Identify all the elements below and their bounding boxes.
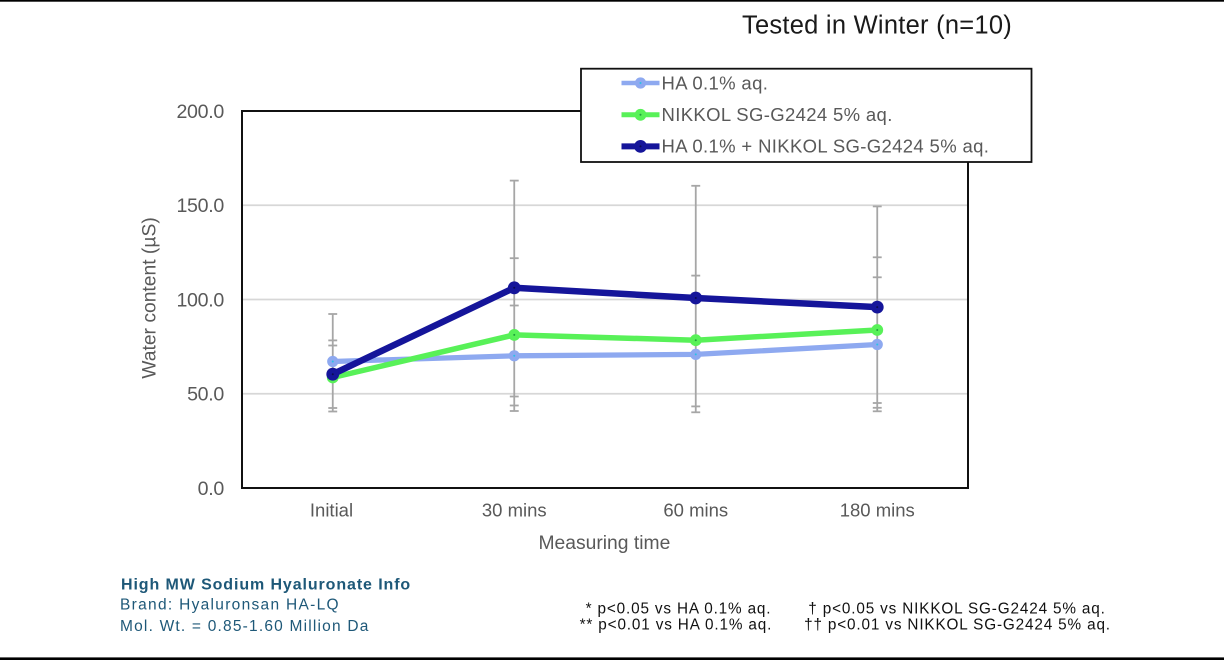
svg-text:†† p<0.01 vs NIKKOL SG-G2424 5: †† p<0.01 vs NIKKOL SG-G2424 5% aq. xyxy=(804,617,1111,634)
svg-text:HA 0.1% aq.: HA 0.1% aq. xyxy=(662,72,769,93)
svg-text:High MW Sodium Hyaluronate Inf: High MW Sodium Hyaluronate Info xyxy=(121,577,411,594)
svg-text:60 mins: 60 mins xyxy=(663,500,728,521)
svg-text:Measuring time: Measuring time xyxy=(538,533,670,554)
svg-text:** p<0.01 vs HA 0.1% aq.: ** p<0.01 vs HA 0.1% aq. xyxy=(580,617,773,634)
svg-text:30 mins: 30 mins xyxy=(482,500,547,521)
svg-text:150.0: 150.0 xyxy=(176,195,224,217)
svg-text:200.0: 200.0 xyxy=(176,101,224,123)
svg-text:Initial: Initial xyxy=(310,500,353,521)
svg-text:Mol. Wt. = 0.85-1.60 Million D: Mol. Wt. = 0.85-1.60 Million Da xyxy=(120,618,370,635)
svg-text:Brand: Hyaluronsan HA-LQ: Brand: Hyaluronsan HA-LQ xyxy=(120,597,340,614)
svg-text:† p<0.05 vs NIKKOL SG-G2424 5%: † p<0.05 vs NIKKOL SG-G2424 5% aq. xyxy=(808,600,1105,617)
svg-text:Tested in Winter (n=10): Tested in Winter (n=10) xyxy=(742,11,1012,39)
svg-text:NIKKOL SG-G2424 5% aq.: NIKKOL SG-G2424 5% aq. xyxy=(662,104,893,125)
svg-text:* p<0.05 vs HA 0.1% aq.: * p<0.05 vs HA 0.1% aq. xyxy=(586,600,772,617)
svg-text:180 mins: 180 mins xyxy=(840,500,915,521)
svg-text:HA 0.1% + NIKKOL SG-G2424 5% a: HA 0.1% + NIKKOL SG-G2424 5% aq. xyxy=(662,136,990,157)
svg-text:0.0: 0.0 xyxy=(198,478,225,500)
svg-text:Water content (µS): Water content (µS) xyxy=(140,217,161,378)
svg-text:50.0: 50.0 xyxy=(187,384,224,406)
svg-text:100.0: 100.0 xyxy=(176,289,224,311)
